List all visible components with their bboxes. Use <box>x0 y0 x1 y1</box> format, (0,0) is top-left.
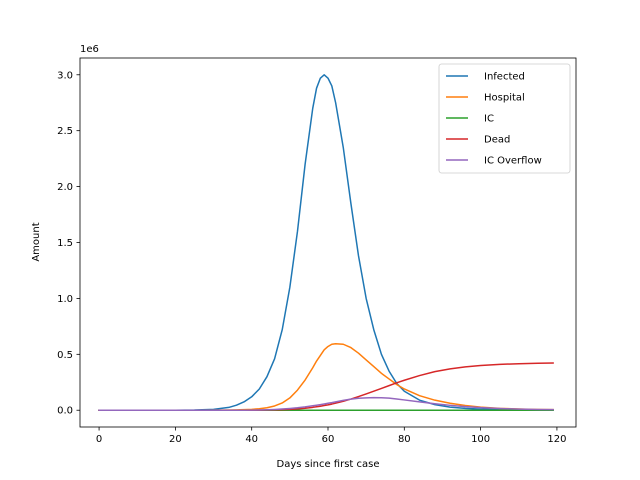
legend: Infected Hospital IC Dead IC Overflow <box>438 63 571 174</box>
x-axis-ticks: 0 20 40 60 80 100 120 <box>96 427 566 445</box>
y-offset-label: 1e6 <box>80 44 99 55</box>
x-tick-label: 20 <box>169 434 182 445</box>
y-tick-label: 0.0 <box>57 406 73 417</box>
legend-label-ic-overflow: IC Overflow <box>484 156 542 167</box>
y-tick-label: 2.0 <box>57 182 73 193</box>
y-tick-label: 2.5 <box>57 126 73 137</box>
series-line-infected <box>98 74 554 411</box>
x-tick-label: 40 <box>245 434 258 445</box>
x-tick-label: 80 <box>398 434 411 445</box>
legend-box <box>438 63 571 174</box>
series-lines <box>98 74 554 411</box>
legend-label-dead: Dead <box>484 135 510 146</box>
x-axis-label: Days since first case <box>277 459 380 470</box>
y-axis-ticks: 0.0 0.5 1.0 1.5 2.0 2.5 3.0 <box>57 70 80 417</box>
legend-label-ic: IC <box>484 114 494 125</box>
y-tick-label: 3.0 <box>57 70 73 81</box>
series-line-ic-overflow <box>98 396 554 411</box>
legend-label-infected: Infected <box>484 72 525 83</box>
y-axis-label: Amount <box>31 222 42 261</box>
legend-label-hospital: Hospital <box>484 93 525 104</box>
x-tick-label: 120 <box>547 434 566 445</box>
y-tick-label: 0.5 <box>57 350 73 361</box>
x-tick-label: 60 <box>322 434 335 445</box>
y-tick-label: 1.0 <box>57 294 73 305</box>
x-tick-label: 0 <box>96 434 102 445</box>
y-tick-label: 1.5 <box>57 238 73 249</box>
x-tick-label: 100 <box>471 434 490 445</box>
